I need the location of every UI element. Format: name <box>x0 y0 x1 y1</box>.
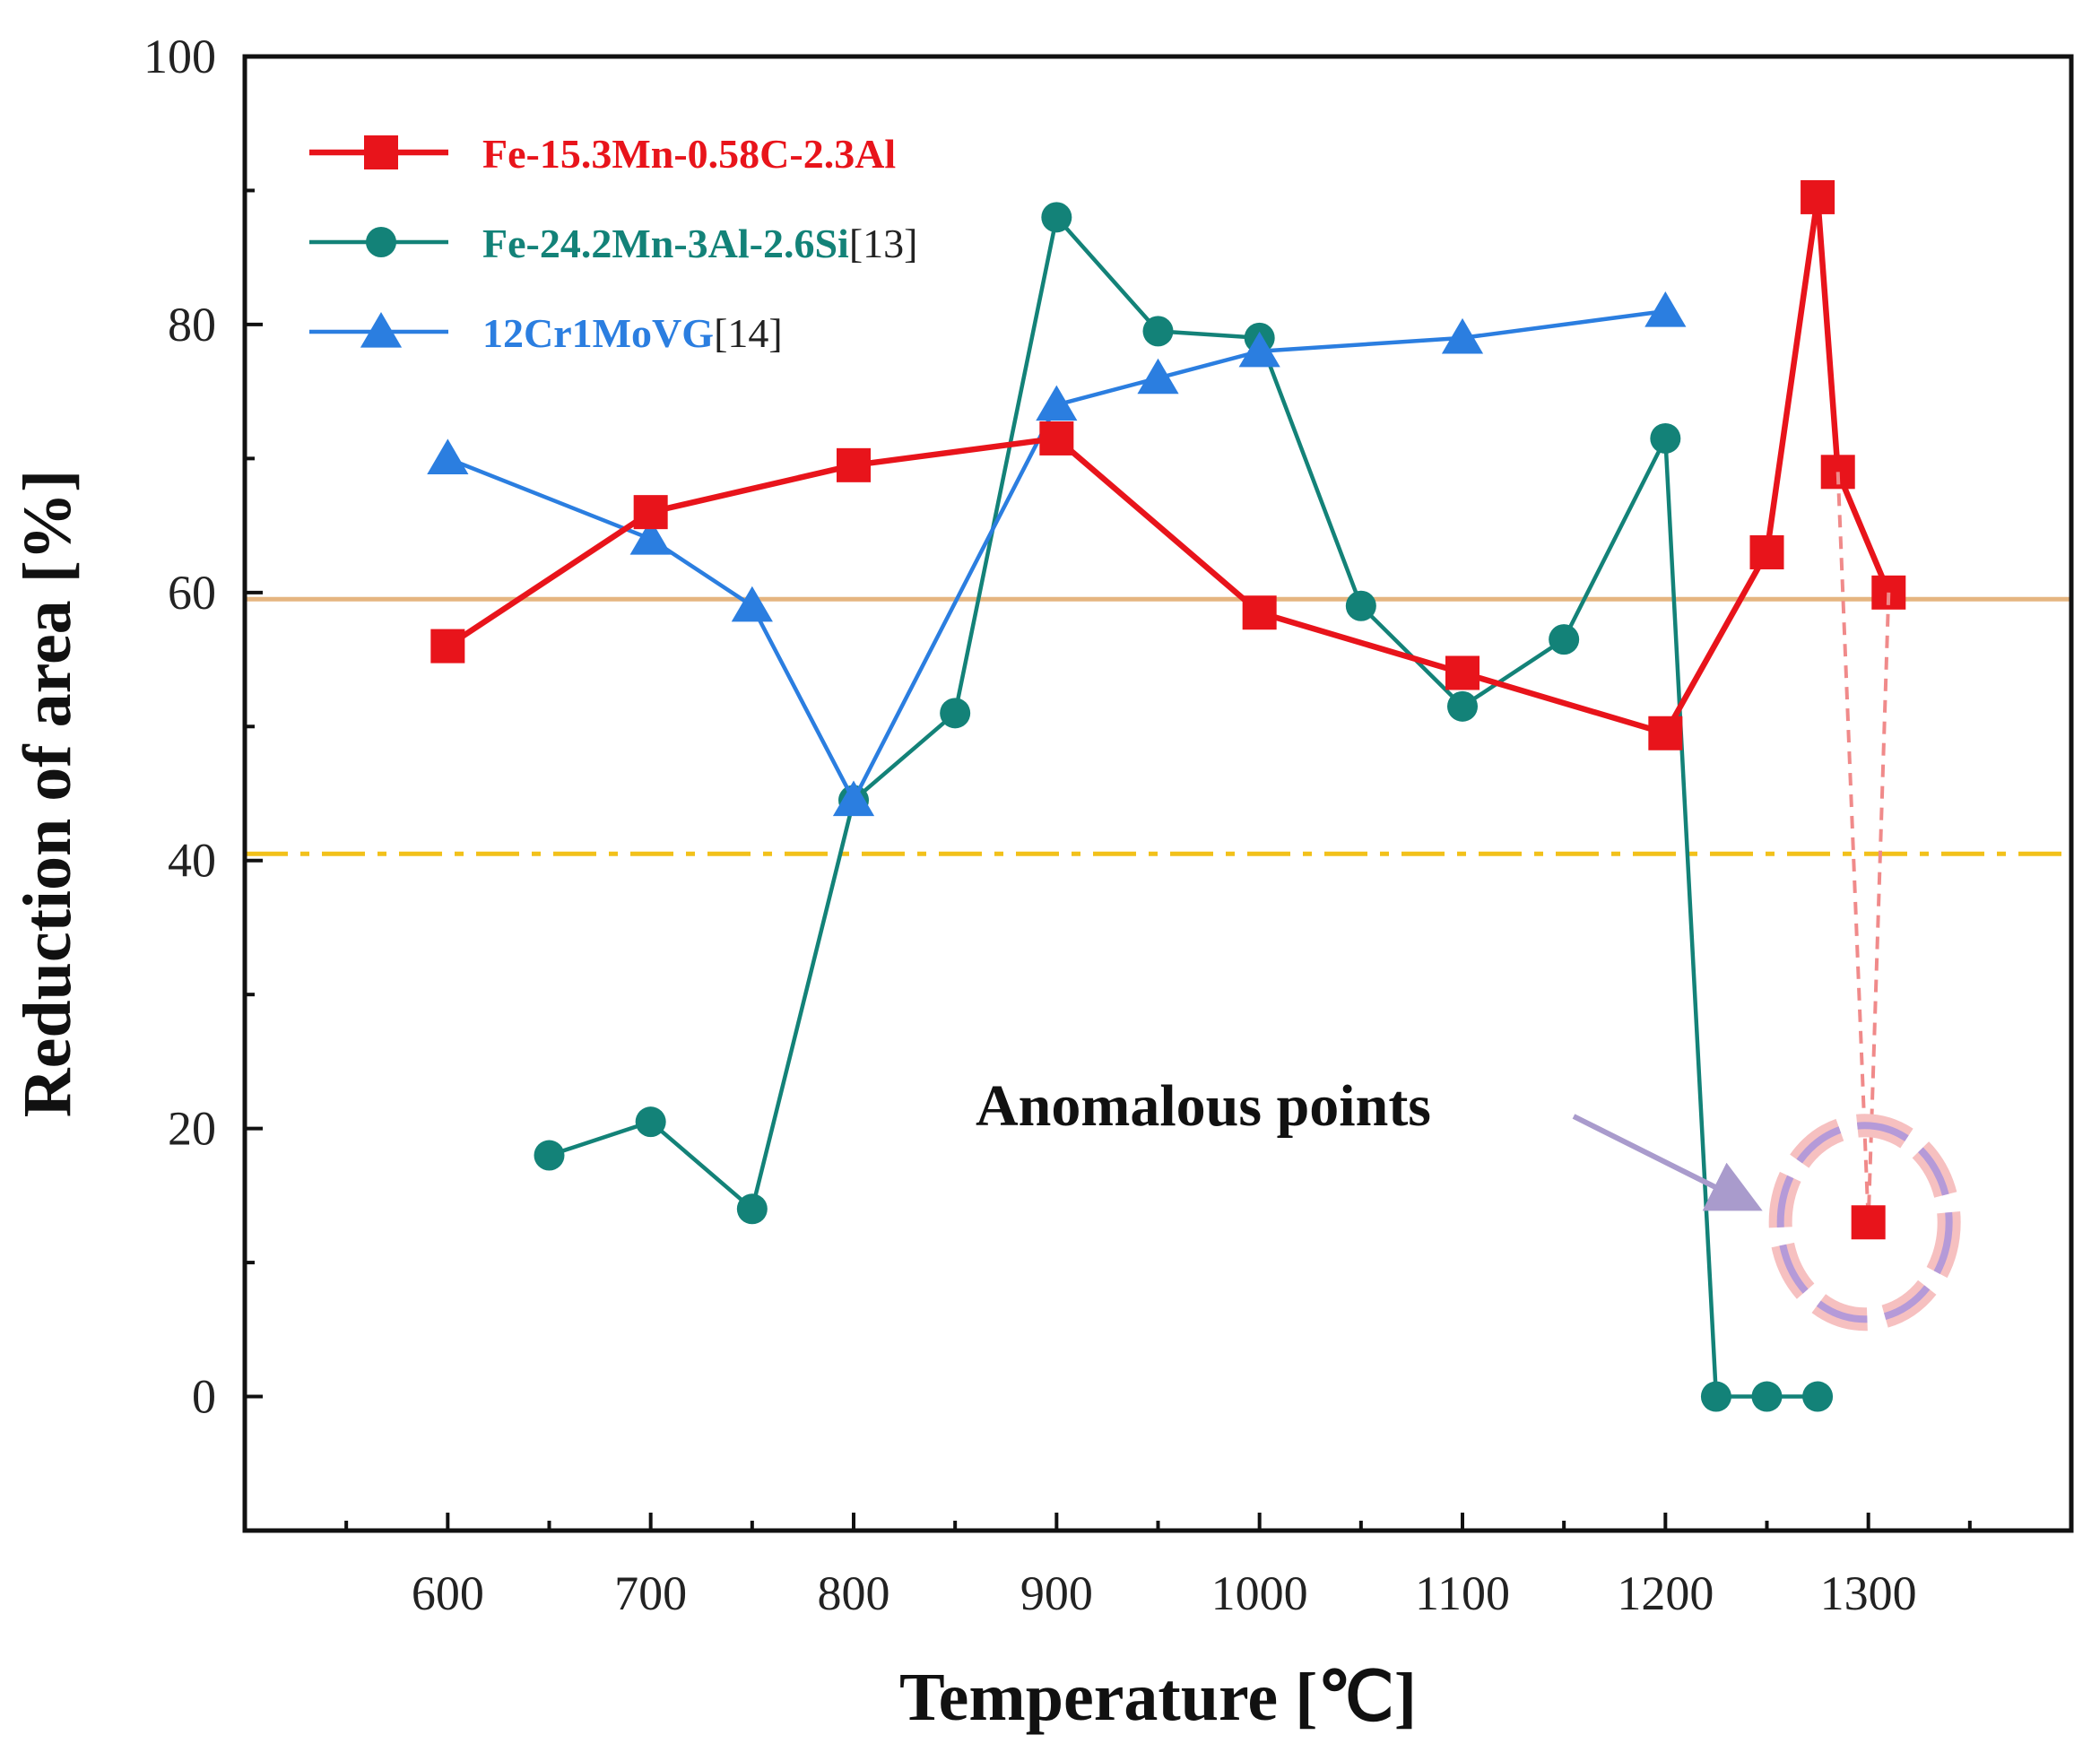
legend-series-name: Fe-15.3Mn-0.58C-2.3Al <box>482 131 896 177</box>
legend-item-3: 12Cr1MoVG[14] <box>309 310 783 356</box>
reference-lines <box>245 596 2071 856</box>
series-line <box>548 215 1818 1399</box>
data-point <box>1447 690 1478 722</box>
series-2 <box>534 202 1834 1412</box>
legend-series-ref: [14] <box>714 310 783 356</box>
data-point <box>1036 385 1078 421</box>
data-point <box>427 438 469 474</box>
axes: 600 700 800 900 1000 1100 1200 1300 0 20 40 60 80 100 <box>143 30 2074 1620</box>
data-point <box>633 495 668 530</box>
data-point <box>1749 534 1784 569</box>
anomaly-group <box>1572 472 1961 1332</box>
series-3 <box>427 291 1687 817</box>
x-tick-label: 700 <box>614 1566 687 1620</box>
legend-item-2: Fe-24.2Mn-3Al-2.6Si[13] <box>309 221 917 266</box>
anomaly-connector <box>1835 472 1870 1223</box>
data-point <box>1242 595 1277 630</box>
x-tick-label: 1300 <box>1820 1566 1917 1620</box>
legend-marker <box>364 135 398 169</box>
data-point <box>1041 202 1072 233</box>
legend-series-ref: [13] <box>849 221 918 266</box>
data-point <box>837 447 871 482</box>
legend-marker <box>360 312 403 348</box>
data-point <box>1644 291 1687 327</box>
series-line <box>446 194 1892 736</box>
x-axis-title: Temperature [℃] <box>899 1660 1417 1735</box>
data-point <box>1751 1381 1783 1412</box>
y-tick-label: 80 <box>168 298 216 351</box>
annotation-arrow <box>1572 1114 1763 1211</box>
legend-label: Fe-24.2Mn-3Al-2.6Si[13] <box>482 221 917 266</box>
plot-frame <box>242 54 2074 1533</box>
legend-item-1: Fe-15.3Mn-0.58C-2.3Al <box>309 131 896 177</box>
data-point <box>1802 1381 1834 1412</box>
data-point <box>736 1193 768 1225</box>
annotation-text: Anomalous points <box>976 1073 1431 1139</box>
x-tick-label: 1000 <box>1211 1566 1308 1620</box>
data-point <box>731 586 773 622</box>
data-point <box>1142 316 1174 347</box>
data-point <box>534 1140 565 1171</box>
data-point <box>1648 716 1683 750</box>
data-point <box>1700 1381 1731 1412</box>
legend-label: 12Cr1MoVG[14] <box>482 310 783 356</box>
y-tick-label: 40 <box>168 834 216 888</box>
x-tick-label: 1200 <box>1617 1566 1714 1620</box>
x-tick-label: 900 <box>1020 1566 1093 1620</box>
y-tick-label: 100 <box>143 30 216 83</box>
data-point <box>940 698 971 729</box>
data-point <box>1549 624 1580 655</box>
data-point <box>1137 358 1179 395</box>
series-1 <box>430 179 1906 750</box>
legend-label: Fe-15.3Mn-0.58C-2.3Al <box>482 131 896 177</box>
y-tick-label: 60 <box>168 566 216 620</box>
series-layer <box>427 179 1906 1412</box>
data-point <box>629 519 672 555</box>
y-tick-label: 0 <box>192 1370 216 1424</box>
y-axis-title: Reduction of area [%] <box>10 470 85 1118</box>
legend-marker <box>366 227 396 257</box>
x-tick-label: 800 <box>818 1566 890 1620</box>
series-line <box>447 308 1666 802</box>
data-point <box>1441 317 1484 354</box>
data-point <box>1238 331 1280 368</box>
data-point <box>1445 655 1480 690</box>
legend-series-name: 12Cr1MoVG <box>482 310 714 356</box>
data-point <box>1801 179 1835 214</box>
data-point <box>1345 590 1376 621</box>
data-point <box>832 780 875 817</box>
data-point <box>430 629 465 664</box>
y-tick-label: 20 <box>168 1102 216 1156</box>
legend: Fe-15.3Mn-0.58C-2.3Al Fe-24.2Mn-3Al-2.6Si… <box>309 131 917 356</box>
data-point <box>1650 422 1681 454</box>
x-tick-label: 600 <box>412 1566 484 1620</box>
data-point <box>1039 421 1074 455</box>
x-tick-label: 1100 <box>1415 1566 1510 1620</box>
data-point <box>635 1106 666 1138</box>
anomalous-point <box>1851 1205 1886 1240</box>
anomaly-circle <box>1776 1122 1953 1323</box>
legend-series-name: Fe-24.2Mn-3Al-2.6Si <box>482 221 849 266</box>
